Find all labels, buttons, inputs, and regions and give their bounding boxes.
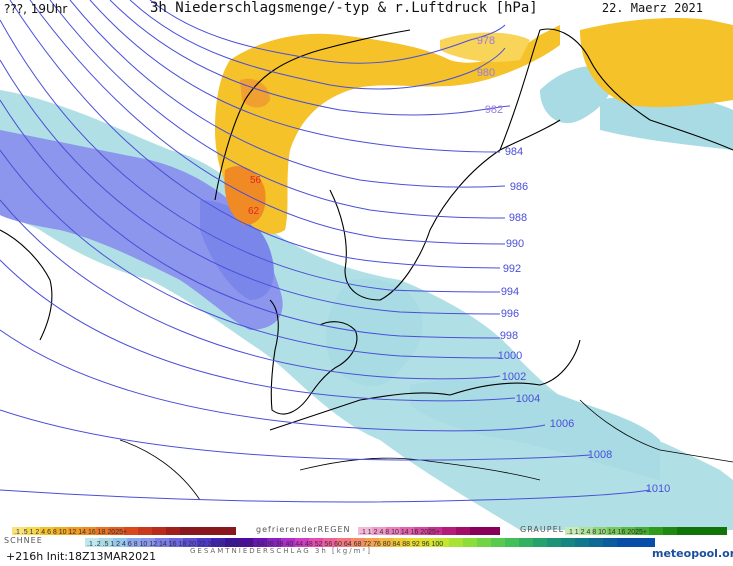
graupel-legend [565, 527, 727, 535]
snow-area [540, 66, 613, 124]
graupel-legend-label: GRAUPEL [520, 525, 565, 534]
isobar-label: 1008 [588, 449, 612, 461]
rain-legend [12, 527, 236, 535]
isobar-label: 1000 [498, 350, 522, 362]
precip-value-labels: 56 62 [248, 175, 262, 217]
freezing-scale-text: .1 1 2 4 8 10 14 16 2025+ [360, 529, 440, 536]
coast-denmark [269, 299, 358, 415]
country-border [579, 399, 733, 463]
coast-uk [0, 229, 53, 341]
isobar-label: 990 [506, 238, 524, 250]
precip-label: 56 [250, 175, 262, 186]
total-precip-label: GESAMTNIEDERSCHLAG 3h [kg/m²] [190, 547, 372, 555]
rain-area [580, 18, 733, 108]
legend-scale-text: .1 .5 1 2 4 6 8 10 12 14 16 18 2025+ .1 … [14, 529, 647, 548]
graupel-scale-text: .1 1 2 4 8 10 14 16 2025+ [567, 529, 647, 536]
precip-label: 62 [248, 206, 260, 217]
isobar-label: 1004 [516, 393, 540, 405]
isobar-label: 982 [485, 104, 503, 116]
isobar-label: 994 [501, 286, 519, 298]
isobar-labels: 978 980 982 984 986 988 990 992 994 996 … [477, 35, 670, 495]
rain-scale-text: .1 .5 1 2 4 6 8 10 12 14 16 18 2025+ [14, 529, 127, 536]
map-title: 3h Niederschlagsmenge/-typ & r.Luftdruck… [150, 0, 538, 16]
isobar-label: 986 [510, 181, 528, 193]
legend [12, 527, 727, 547]
snow-legend-label: SCHNEE [4, 536, 43, 545]
isobar-label: 998 [500, 330, 518, 342]
snow-scale-text: .1 .2 .5 1 2 4 6 8 10 12 14 16 18 20 22 … [87, 541, 443, 548]
isobar-label: 1002 [502, 371, 526, 383]
freezing-legend [358, 527, 500, 535]
coastlines [0, 28, 733, 501]
isobar-label: 978 [477, 35, 495, 47]
brand-logo: meteopool.org [652, 547, 733, 560]
map-date: 22. Maerz 2021 [601, 1, 703, 15]
freezing-legend-label: gefrierenderREGEN [256, 525, 351, 534]
map-time: ???, 19Uhr [4, 2, 68, 16]
precip-layer [0, 18, 733, 530]
isobar-label: 984 [505, 146, 523, 158]
isobar-label: 988 [509, 212, 527, 224]
rain-area [440, 32, 530, 62]
rain-area [215, 25, 560, 234]
isobars [0, 0, 651, 503]
snow-core [200, 200, 274, 300]
snow-area [410, 379, 660, 480]
model-run: +216h Init:18Z13MAR2021 [6, 550, 157, 563]
coast-finland [499, 28, 733, 151]
logo-text: meteopool.org [652, 547, 733, 560]
snow-legend [85, 538, 655, 547]
isobar-label: 992 [503, 263, 521, 275]
coast-baltic [449, 339, 581, 396]
coast-germany [269, 392, 451, 431]
rain-heavy [224, 166, 266, 225]
snow-core [0, 130, 283, 330]
isobar-label: 996 [501, 308, 519, 320]
isobar-label: 1010 [646, 483, 670, 495]
country-border [119, 439, 201, 501]
isobar-label: 1006 [550, 418, 574, 430]
isobar-label: 980 [477, 67, 495, 79]
